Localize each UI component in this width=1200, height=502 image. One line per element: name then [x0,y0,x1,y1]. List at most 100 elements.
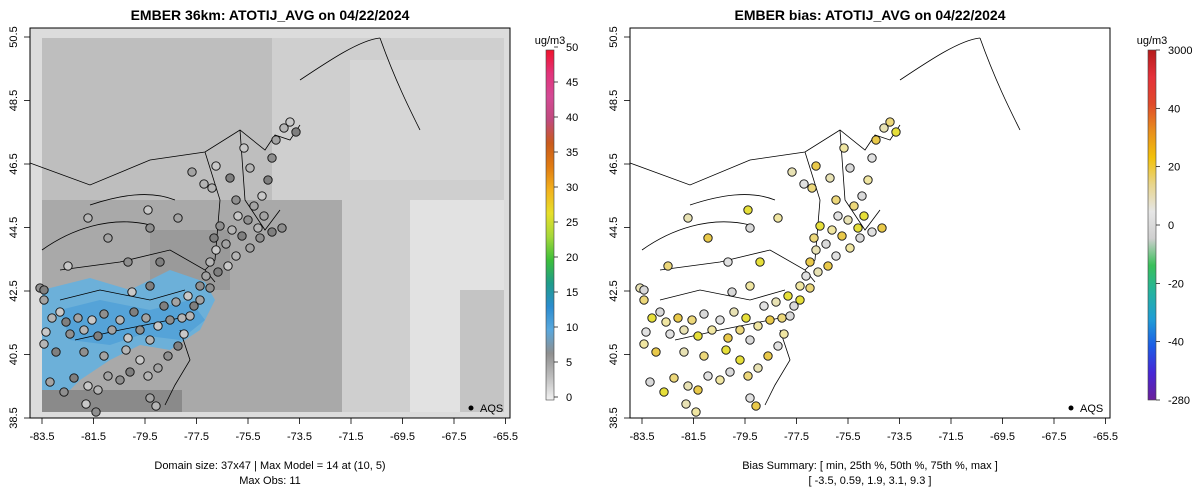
monitor-site-marker [255,233,265,243]
colorbar-tick-label: 30 [566,182,578,194]
monitor-site-marker [707,325,717,335]
x-tick-label: -77.5 [184,431,209,443]
monitor-site-marker [237,231,247,241]
monitor-site-marker [891,127,901,137]
x-tick-label: -73.5 [287,431,312,443]
y-tick-label: 48.5 [8,90,20,111]
monitor-site-marker [121,345,131,355]
monitor-site-marker [55,307,65,317]
x-tick-label: -77.5 [784,431,809,443]
monitor-site-marker [205,283,215,293]
monitor-site-marker [811,161,821,171]
monitor-site-marker [639,295,649,305]
monitor-site-marker [845,163,855,173]
x-tick-label: -79.5 [732,431,757,443]
monitor-site-marker [123,257,133,267]
y-tick-label: 38.5 [608,407,620,428]
monitor-site-marker [79,347,89,357]
monitor-site-marker [877,223,887,233]
monitor-site-marker [207,183,217,193]
colorbar: ug/m3 -280 -40 -20 0 20 40 3000 [1137,35,1193,407]
monitor-site-marker [845,243,855,253]
panel-title: EMBER bias: ATOTIJ_AVG on 04/22/2024 [734,7,1005,23]
monitor-site-marker [165,315,175,325]
panel-title: EMBER 36km: ATOTIJ_AVG on 04/22/2024 [131,7,410,23]
monitor-site-marker [125,367,135,377]
x-tick-label: -81.5 [81,431,106,443]
monitor-site-marker [645,377,655,387]
monitor-site-marker [151,401,161,411]
monitor-site-marker [83,381,93,391]
monitor-site-marker [745,393,755,403]
monitor-site-marker [699,309,709,319]
monitor-site-marker [821,239,831,249]
monitor-site-marker [267,227,277,237]
monitor-site-marker [223,261,233,271]
monitor-site-marker [213,267,223,277]
monitor-site-marker [639,285,649,295]
monitor-site-marker [249,201,259,211]
monitor-site-marker [831,195,841,205]
monitor-site-marker [127,287,137,297]
footer-line-1: Bias Summary: [ min, 25th %, 50th %, 75t… [742,460,998,472]
monitor-site-marker [665,329,675,339]
monitor-site-marker [743,205,753,215]
x-tick-label: -65.5 [493,431,518,443]
monitor-site-marker [65,329,75,339]
x-tick-label: -83.5 [629,431,654,443]
monitor-site-marker [195,295,205,305]
colorbar-tick-label: 25 [566,217,578,229]
monitor-site-marker [703,233,713,243]
y-axis: 38.5 40.5 42.5 44.5 46.5 48.5 50.5 [8,26,30,429]
monitor-site-marker [773,341,783,351]
monitor-site-marker [99,351,109,361]
monitor-site-marker [729,307,739,317]
monitor-site-marker [687,315,697,325]
monitor-site-marker [833,211,843,221]
monitor-site-marker [815,221,825,231]
monitor-site-marker [205,257,215,267]
x-axis: -83.5 -81.5 -79.5 -77.5 -75.5 -73.5 -71.5 -69.5… [629,418,1118,443]
x-tick-label: -75.5 [235,431,260,443]
monitor-site-marker [145,393,155,403]
monitor-site-marker [103,233,113,243]
monitor-site-marker [787,167,797,177]
monitor-site-marker [69,373,79,383]
monitor-sites [635,117,901,417]
colorbar-tick-label: 35 [566,147,578,159]
monitor-site-marker [211,161,221,171]
monitor-site-marker [99,309,109,319]
monitor-site-marker [201,271,211,281]
x-tick-label: -71.5 [338,431,363,443]
y-tick-label: 50.5 [608,26,620,47]
monitor-site-marker [271,135,281,145]
colorbar-tick-label: -20 [1168,278,1184,290]
y-tick-label: 42.5 [608,280,620,301]
x-axis: -83.5 -81.5 -79.5 -77.5 -75.5 -73.5 -71.5 -69.5… [29,418,518,443]
monitor-site-marker [679,325,689,335]
monitor-site-marker [871,135,881,145]
x-tick-label: -79.5 [132,431,157,443]
monitor-site-marker [83,213,93,223]
monitor-site-marker [199,179,209,189]
colorbar-tick-label: 0 [1168,220,1174,232]
legend-label: AQS [480,403,503,415]
monitor-site-marker [195,281,205,291]
monitor-site-marker [231,251,241,261]
monitor-site-marker [107,325,117,335]
monitor-site-marker [811,245,821,255]
monitor-site-marker [91,407,101,417]
monitor-site-marker [807,183,817,193]
monitor-site-marker [849,201,859,211]
monitor-site-marker [259,211,269,221]
y-tick-label: 48.5 [608,90,620,111]
monitor-site-marker [681,399,691,409]
colorbar-tick-label: 40 [566,112,578,124]
monitor-site-marker [135,355,145,365]
monitor-site-marker [189,301,199,311]
x-tick-label: -65.5 [1093,431,1118,443]
monitor-site-marker [827,225,837,235]
monitor-site-marker [115,375,125,385]
monitor-site-marker [163,351,173,361]
footer-line-1: Domain size: 37x47 | Max Model = 14 at (… [154,460,385,472]
